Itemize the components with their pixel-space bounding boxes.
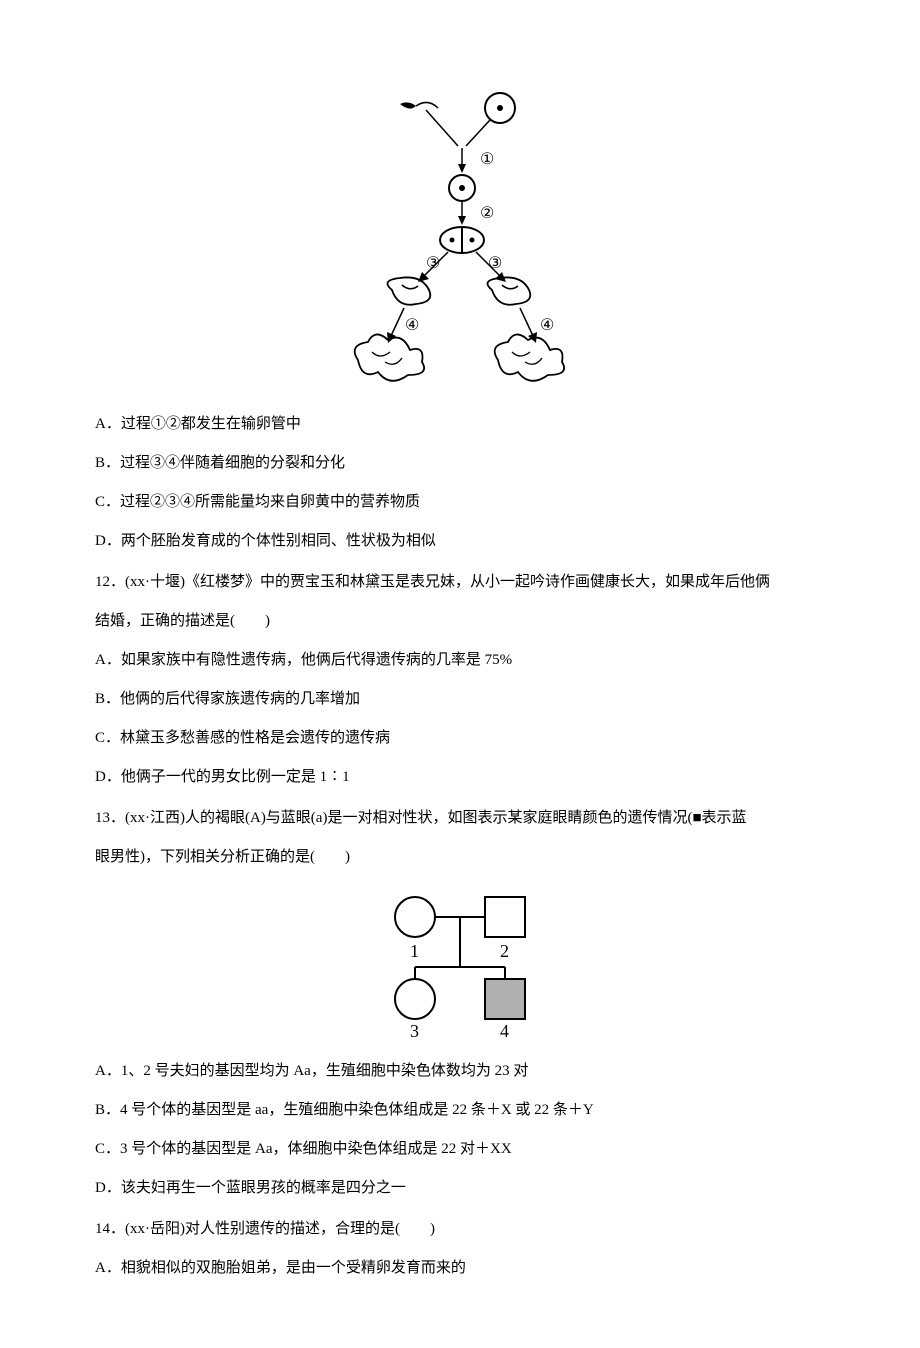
q12-option-B: B．他俩的后代得家族遗传病的几率增加	[95, 680, 825, 719]
q11-option-C: C．过程②③④所需能量均来自卵黄中的营养物质	[95, 483, 825, 522]
q12-option-A: A．如果家族中有隐性遗传病，他俩后代得遗传病的几率是 75%	[95, 641, 825, 680]
q12-option-D: D．他俩子一代的男女比例一定是 1∶1	[95, 758, 825, 797]
q11-option-B: B．过程③④伴随着细胞的分裂和分化	[95, 444, 825, 483]
svg-text:④: ④	[540, 317, 554, 334]
q12-option-C: C．林黛玉多愁善感的性格是会遗传的遗传病	[95, 719, 825, 758]
q13-stem-line1: 13．(xx·江西)人的褐眼(A)与蓝眼(a)是一对相对性状，如图表示某家庭眼睛…	[95, 799, 825, 838]
pedigree-diagram: 1 2 3 4	[95, 887, 825, 1037]
q13-option-A: A．1、2 号夫妇的基因型均为 Aa，生殖细胞中染色体数均为 23 对	[95, 1052, 825, 1091]
svg-text:③: ③	[488, 255, 502, 272]
twins-diagram: ① ② ③ ③ ④ ④	[95, 90, 825, 390]
q12-stem-line2: 结婚，正确的描述是( )	[95, 602, 825, 641]
q13-stem-line2: 眼男性)，下列相关分析正确的是( )	[95, 838, 825, 877]
q13-option-B: B．4 号个体的基因型是 aa，生殖细胞中染色体组成是 22 条＋X 或 22 …	[95, 1091, 825, 1130]
q14-option-A: A．相貌相似的双胞胎姐弟，是由一个受精卵发育而来的	[95, 1249, 825, 1288]
svg-text:3: 3	[410, 1021, 419, 1037]
svg-text:1: 1	[410, 941, 419, 961]
svg-text:2: 2	[500, 941, 509, 961]
q11-option-D: D．两个胚胎发育成的个体性别相同、性状极为相似	[95, 522, 825, 561]
svg-text:④: ④	[405, 317, 419, 334]
q13-option-C: C．3 号个体的基因型是 Aa，体细胞中染色体组成是 22 对＋XX	[95, 1130, 825, 1169]
q12-stem-line1: 12．(xx·十堰)《红楼梦》中的贾宝玉和林黛玉是表兄妹，从小一起吟诗作画健康长…	[95, 563, 825, 602]
q14-stem: 14．(xx·岳阳)对人性别遗传的描述，合理的是( )	[95, 1210, 825, 1249]
svg-text:②: ②	[480, 205, 494, 222]
svg-text:①: ①	[480, 151, 494, 168]
q11-option-A: A．过程①②都发生在输卵管中	[95, 405, 825, 444]
svg-text:4: 4	[500, 1021, 509, 1037]
svg-text:③: ③	[426, 255, 440, 272]
q13-option-D: D．该夫妇再生一个蓝眼男孩的概率是四分之一	[95, 1169, 825, 1208]
